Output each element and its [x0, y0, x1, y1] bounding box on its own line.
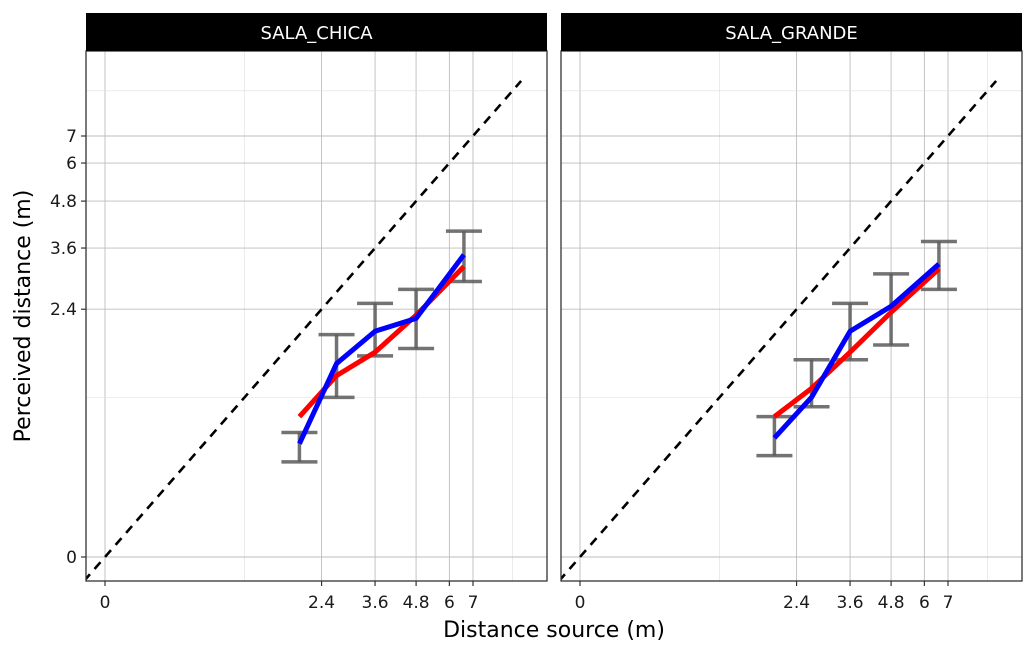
strip-background	[561, 13, 1022, 51]
x-tick-label: 3.6	[362, 593, 389, 613]
plot-area	[561, 51, 1022, 581]
y-tick-label: 0	[66, 548, 77, 568]
x-tick-label: 2.4	[308, 593, 335, 613]
x-tick-label: 0	[100, 593, 111, 613]
mean-line	[772, 262, 941, 440]
error-bar	[281, 430, 318, 464]
y-tick-label: 2.4	[50, 300, 77, 320]
y-tick-label: 4.8	[50, 192, 77, 212]
x-axis-title: Distance source (m)	[443, 618, 665, 643]
panel-2: SALA_GRANDE 0 2.4 3.6 4.8 6 7	[560, 13, 1023, 613]
y-tick-label: 6	[66, 154, 77, 174]
x-tick-label: 4.8	[403, 593, 430, 613]
strip-label: SALA_GRANDE	[725, 23, 858, 44]
strip-background	[86, 13, 547, 51]
x-tick-label: 4.8	[878, 593, 905, 613]
y-axis-title: Perceived distance (m)	[11, 190, 36, 443]
plot-area	[86, 51, 547, 581]
strip-label: SALA_CHICA	[260, 23, 373, 44]
y-tick-label: 3.6	[50, 239, 77, 259]
x-tick-label: 7	[468, 593, 479, 613]
x-tick-label: 0	[575, 593, 586, 613]
x-tick-label: 6	[919, 593, 930, 613]
fit-line	[772, 267, 941, 419]
x-tick-label: 3.6	[837, 593, 864, 613]
mean-line	[297, 253, 466, 445]
y-tick-label: 7	[66, 127, 77, 147]
x-tick-label: 6	[444, 593, 455, 613]
x-tick-label: 2.4	[783, 593, 810, 613]
x-tick-label: 7	[943, 593, 954, 613]
